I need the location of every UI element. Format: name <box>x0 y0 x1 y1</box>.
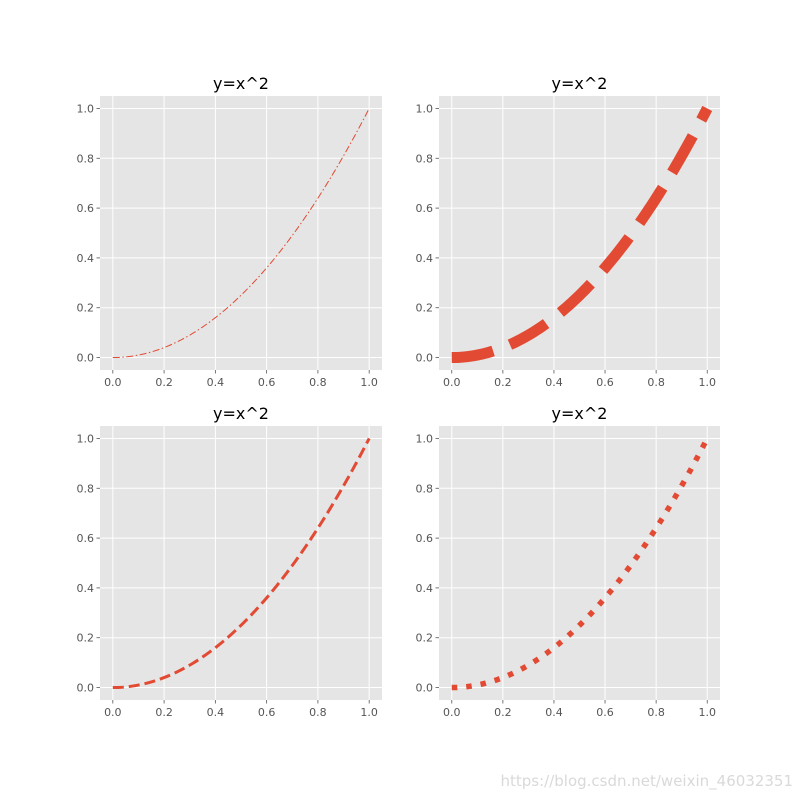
x-tick-label: 1.0 <box>360 706 378 719</box>
x-tick-label: 1.0 <box>698 706 716 719</box>
watermark-text: https://blog.csdn.net/weixin_46032351 <box>500 772 793 791</box>
y-tick-label: 0.2 <box>77 632 95 645</box>
series-line-y-x-squared <box>112 108 370 359</box>
y-tick-label: 0.0 <box>77 682 95 695</box>
x-tick-label: 0.0 <box>104 706 122 719</box>
x-tick-label: 0.4 <box>545 706 563 719</box>
y-tick-label: 1.0 <box>416 102 434 115</box>
x-tick-label: 0.4 <box>545 376 563 389</box>
subplot-title: y=x^2 <box>552 404 608 423</box>
x-tick-label: 0.0 <box>443 376 461 389</box>
x-tick-label: 0.6 <box>596 376 614 389</box>
series-line-y-x-squared <box>451 437 710 691</box>
series-line-y-x-squared <box>112 437 371 690</box>
y-tick-label: 0.2 <box>416 302 434 315</box>
series-line-y-x-squared <box>448 105 713 364</box>
y-tick-label: 0.6 <box>416 532 434 545</box>
x-tick-label: 0.8 <box>309 376 327 389</box>
x-tick-label: 0.6 <box>596 706 614 719</box>
y-tick-label: 1.0 <box>77 432 95 445</box>
y-tick-label: 1.0 <box>416 432 434 445</box>
plot-area <box>100 96 382 370</box>
y-tick-label: 0.2 <box>416 632 434 645</box>
y-tick-label: 0.6 <box>77 202 95 215</box>
plot-area <box>439 96 720 370</box>
y-tick-label: 0.4 <box>416 252 434 265</box>
x-tick-label: 0.0 <box>443 706 461 719</box>
x-tick-label: 0.8 <box>647 706 665 719</box>
x-tick-label: 0.6 <box>258 376 276 389</box>
subplot-4: 0.0 0.2 0.4 0.6 0.8 1.0 0.0 0.2 0.4 0.6 0.8 1.0 y=x^… <box>416 404 720 719</box>
y-tick-label: 0.6 <box>416 202 434 215</box>
y-tick-label: 0.0 <box>416 352 434 365</box>
y-tick-label: 0.6 <box>77 532 95 545</box>
subplot-2: 0.0 0.2 0.4 0.6 0.8 1.0 0.0 0.2 0.4 0.6 0.8 1.0 y=x^… <box>416 74 720 389</box>
subplot-title: y=x^2 <box>213 404 269 423</box>
y-tick-label: 0.8 <box>77 482 95 495</box>
x-tick-label: 1.0 <box>698 376 716 389</box>
x-tick-label: 0.4 <box>207 706 225 719</box>
subplot-title: y=x^2 <box>213 74 269 93</box>
y-tick-label: 0.4 <box>416 582 434 595</box>
x-tick-label: 0.2 <box>155 706 173 719</box>
subplot-3: 0.0 0.2 0.4 0.6 0.8 1.0 0.0 0.2 0.4 0.6 0.8 1.0 y=x^… <box>77 404 382 719</box>
x-tick-label: 0.2 <box>494 706 512 719</box>
y-tick-label: 0.8 <box>416 482 434 495</box>
plot-area <box>100 426 382 700</box>
subplot-1: 0.0 0.2 0.4 0.6 0.8 1.0 0.0 0.2 0.4 0.6 0.8 1.0 y=x^… <box>77 74 382 389</box>
x-tick-label: 0.6 <box>258 706 276 719</box>
x-tick-label: 0.8 <box>647 376 665 389</box>
plot-area <box>439 426 720 700</box>
subplot-title: y=x^2 <box>552 74 608 93</box>
y-tick-label: 0.2 <box>77 302 95 315</box>
x-tick-label: 0.4 <box>207 376 225 389</box>
x-tick-label: 0.2 <box>155 376 173 389</box>
y-tick-label: 0.4 <box>77 582 95 595</box>
y-tick-label: 1.0 <box>77 102 95 115</box>
y-tick-label: 0.8 <box>77 152 95 165</box>
y-tick-label: 0.0 <box>416 682 434 695</box>
y-tick-label: 0.4 <box>77 252 95 265</box>
y-tick-label: 0.8 <box>416 152 434 165</box>
y-tick-label: 0.0 <box>77 352 95 365</box>
x-tick-label: 0.0 <box>104 376 122 389</box>
x-tick-label: 0.8 <box>309 706 327 719</box>
x-tick-label: 0.2 <box>494 376 512 389</box>
x-tick-label: 1.0 <box>360 376 378 389</box>
